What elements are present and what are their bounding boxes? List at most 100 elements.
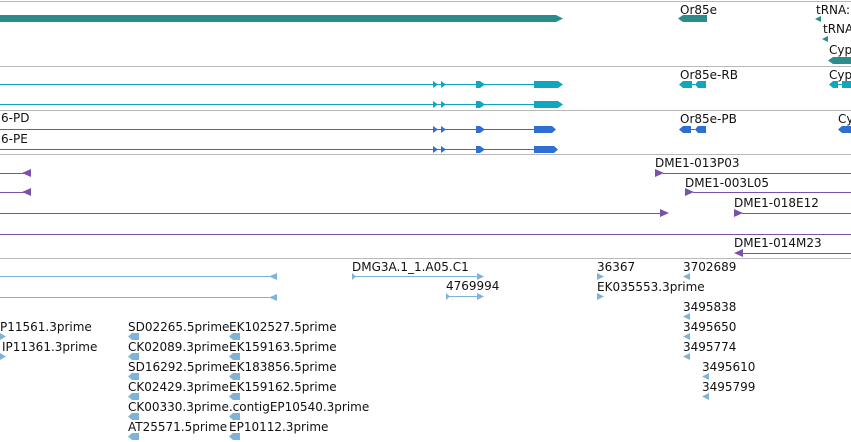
mrna-exon-block[interactable] (534, 101, 564, 108)
gene-label: Cyp (829, 43, 851, 57)
est-label: 3495610 (702, 360, 756, 374)
est-feature-ep10112[interactable] (229, 433, 241, 440)
est-label: 4769994 (446, 279, 500, 293)
gene-feature-or85e[interactable] (678, 15, 708, 22)
est-feature-sd16292[interactable] (128, 373, 140, 380)
est-feature-3495799[interactable] (702, 393, 710, 400)
mrna-feature-cyp[interactable] (829, 81, 851, 88)
protein-line[interactable] (0, 149, 536, 150)
est-label: 3495838 (683, 300, 737, 314)
exon-arrow-icon (441, 101, 446, 108)
mrna-line[interactable] (0, 84, 536, 85)
mrna-label: Cyp (829, 68, 851, 82)
est-feature-ep10540[interactable] (229, 413, 241, 420)
track-separator (0, 110, 851, 111)
est-feature-36367[interactable] (597, 273, 605, 280)
est-label: EK159162.5prime (229, 380, 337, 394)
protein-block[interactable] (534, 126, 557, 133)
gene-feature-cyp[interactable] (828, 57, 851, 64)
gene-feature-bar[interactable] (0, 15, 556, 22)
clone-line-dme1-014m23[interactable] (742, 253, 851, 254)
est-label: SD16292.5prime (128, 360, 230, 374)
est-feature-3495774[interactable] (683, 353, 691, 360)
protein-block[interactable] (534, 146, 559, 153)
clone-line[interactable] (0, 173, 24, 174)
est-label: DMG3A.1_1.A05.C1 (352, 260, 469, 274)
mrna-feature-or85e-rb[interactable] (679, 81, 707, 88)
est-feature-ek183856[interactable] (229, 373, 241, 380)
clone-line-dme1-013p03[interactable] (663, 173, 851, 174)
clone-label: DME1-014M23 (734, 236, 822, 250)
est-end-arrow-icon (269, 273, 277, 280)
est-label: EK102527.5prime (229, 320, 337, 334)
est-feature-ck00330[interactable] (128, 413, 140, 420)
est-label: CK02089.3prime (128, 340, 229, 354)
est-label: P11561.3prime (0, 320, 92, 334)
track-separator (0, 1, 851, 2)
est-feature-ip11361[interactable] (0, 353, 7, 360)
est-label: IP11361.3prime (2, 340, 98, 354)
est-label: 3495799 (702, 380, 756, 394)
est-label: EK159163.5prime (229, 340, 337, 354)
protein-line[interactable] (0, 129, 536, 130)
clone-line-dme1-018e12[interactable] (742, 213, 851, 214)
est-label: EP10112.3prime (229, 420, 329, 434)
clone-label: DME1-013P03 (655, 156, 740, 170)
protein-label: 6-PD (1, 111, 30, 125)
mrna-line[interactable] (0, 104, 536, 105)
mrna-label: Or85e-RB (680, 68, 738, 82)
clone-line-dme1-003l05[interactable] (693, 192, 851, 193)
protein-feature-or85e-pb[interactable] (679, 126, 707, 133)
clone-line[interactable] (0, 192, 24, 193)
est-feature-4769994[interactable] (446, 293, 485, 300)
est-label: EK035553.3prime (597, 280, 705, 294)
est-feature-sd02265[interactable] (128, 333, 140, 340)
est-line[interactable] (0, 297, 271, 298)
est-feature-p11561[interactable] (0, 333, 7, 340)
est-label: 36367 (597, 260, 636, 274)
est-end-arrow-icon (269, 294, 277, 301)
est-feature-3702689[interactable] (683, 273, 691, 280)
clone-line[interactable] (0, 234, 851, 235)
est-label: CK00330.3prime.contigEP10540.3prime (128, 400, 370, 414)
gene-label: tRNA (823, 22, 851, 36)
gene-feature-trna-1[interactable] (815, 16, 823, 22)
exon-arrow-icon (433, 101, 438, 108)
est-feature-3495650[interactable] (683, 333, 691, 340)
gene-feature-trna-2[interactable] (822, 36, 830, 42)
protein-label: Or85e-PB (680, 112, 737, 126)
clone-line[interactable] (0, 213, 661, 214)
exon-arrow-icon (433, 126, 438, 133)
clone-start-arrow-icon (734, 249, 743, 257)
exon-arrow-icon (476, 81, 485, 88)
est-feature-ek159163[interactable] (229, 353, 241, 360)
clone-start-arrow-icon (685, 188, 694, 196)
est-feature-ck02429[interactable] (128, 393, 140, 400)
est-feature-at25571[interactable] (128, 433, 140, 440)
est-feature-ek159162[interactable] (229, 393, 241, 400)
exon-arrow-icon (441, 146, 446, 153)
est-label: EK183856.5prime (229, 360, 337, 374)
est-line[interactable] (0, 276, 271, 277)
clone-label: DME1-003L05 (685, 176, 769, 190)
est-label: CK02429.3prime (128, 380, 229, 394)
track-separator (0, 154, 851, 155)
protein-feature-cyp[interactable] (838, 126, 851, 133)
exon-arrow-icon (441, 126, 446, 133)
est-feature-ck02089[interactable] (128, 353, 140, 360)
mrna-exon-block[interactable] (534, 81, 564, 88)
est-feature-3495838[interactable] (683, 313, 691, 320)
gene-label: Or85e (680, 3, 718, 17)
est-feature-3495610[interactable] (702, 373, 710, 380)
est-feature-ek102527[interactable] (229, 333, 241, 340)
est-feature-ek035553[interactable] (597, 293, 605, 300)
exon-arrow-icon (476, 101, 485, 108)
exon-arrow-icon (476, 126, 485, 133)
clone-label: DME1-018E12 (734, 196, 819, 210)
est-label: 3495774 (683, 340, 737, 354)
clone-end-arrow-icon (22, 188, 31, 196)
track-separator (0, 258, 851, 259)
clone-start-arrow-icon (655, 169, 664, 177)
est-feature-dmg3a[interactable] (352, 273, 485, 280)
clone-end-arrow-icon (660, 209, 669, 217)
